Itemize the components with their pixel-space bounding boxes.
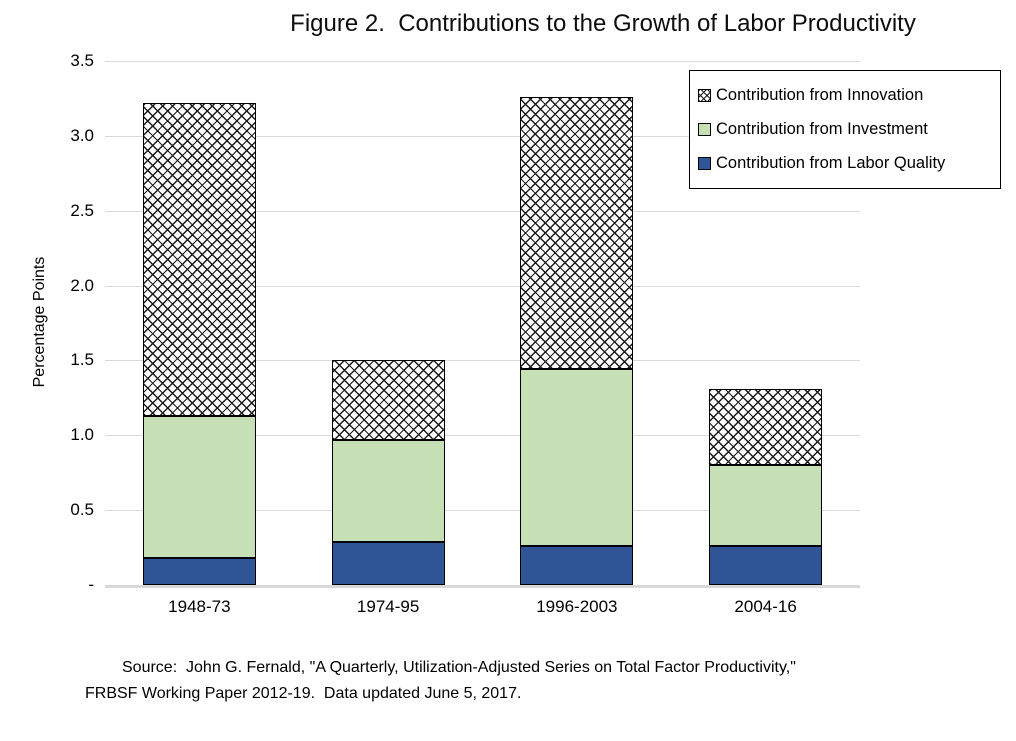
bar-1974-95 [331,61,445,585]
plot-area [105,61,860,588]
legend-item: Contribution from Labor Quality [698,146,992,180]
source-line-1: Source: John G. Fernald, "A Quarterly, U… [122,659,796,676]
bar-1948-73 [142,61,256,585]
gridline [105,135,860,137]
bar-segment-innovation [331,360,445,440]
gridline [105,360,860,362]
bar-segment-labor-quality [520,546,634,585]
x-axis-label: 1996-2003 [536,597,618,616]
legend-label: Contribution from Innovation [716,85,924,104]
y-tick-label: 3.0 [70,125,94,145]
bar-segment-labor-quality [142,558,256,585]
legend-item: Contribution from Investment [698,112,992,146]
y-tick-label: 2.5 [70,200,94,220]
bar-segment-investment [331,439,445,542]
x-axis-category-labels: 1948-73 1974-95 1996-2003 2004-16 [105,597,860,621]
legend-swatch-solid [698,122,711,136]
y-tick-label: 1.5 [70,350,94,370]
y-tick-label: 3.5 [70,51,94,70]
gridline [105,285,860,287]
legend-item: Contribution from Innovation [698,78,992,112]
x-axis-label: 2004-16 [734,597,797,616]
legend-label: Contribution from Investment [716,119,928,138]
bar-1996-2003 [520,61,634,585]
bar-segment-innovation [142,102,256,416]
bar-segment-labor-quality [709,546,823,585]
legend-label: Contribution from Labor Quality [716,153,946,172]
bar-segment-investment [142,415,256,559]
y-tick-label: 0.5 [70,500,94,520]
bar-segment-innovation [520,96,634,370]
bar-segment-investment [709,465,823,547]
bar-2004-16 [709,61,823,585]
gridline [105,210,860,212]
x-axis-label: 1974-95 [356,597,420,616]
legend-swatch-solid [698,156,711,170]
gridline [105,61,860,62]
legend-swatch-crosshatch [698,88,711,102]
bar-segment-labor-quality [331,541,445,585]
bar-segment-innovation [709,388,823,466]
gridline [105,435,860,437]
y-tick-label: 2.0 [70,275,94,295]
legend: Contribution from Innovation Contribution… [689,70,1001,189]
y-tick-label: 1.0 [70,425,94,445]
figure-title: Figure 2. Contributions to the Growth of… [290,10,916,37]
y-tick-label: - [88,575,94,594]
gridline [105,510,860,512]
y-axis-tick-labels: 3.5 3.0 2.5 2.0 1.5 1.0 0.5 - [0,51,94,594]
source-line-2: FRBSF Working Paper 2012-19. Data update… [85,685,522,702]
bar-segment-investment [520,369,634,547]
x-axis-label: 1948-73 [168,597,231,616]
source-note: Source: John G. Fernald, "A Quarterly, U… [85,655,965,707]
